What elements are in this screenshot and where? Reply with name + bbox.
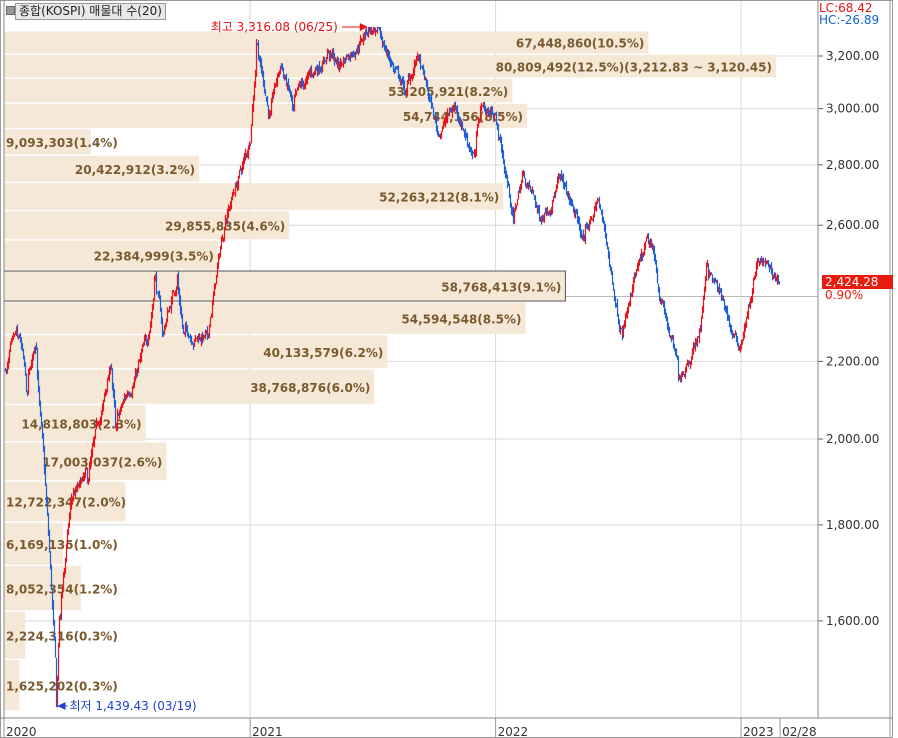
volume-band (4, 611, 26, 659)
high-arrow-icon (359, 22, 368, 31)
volume-band (4, 103, 527, 128)
volume-band-label: 22,384,999(3.5%) (94, 249, 214, 263)
volume-band-label: 12,722,347(2.0%) (6, 496, 126, 510)
volume-band (4, 240, 218, 270)
volume-band-label: 14,818,803(2.3%) (21, 417, 141, 431)
y-tick-label: 3,000.00 (826, 102, 879, 116)
volume-band-label: 54,594,548(8.5%) (401, 312, 521, 326)
x-tick-label: 2022 (498, 725, 529, 738)
volume-profile: 67,448,860(10.5%) 80,809,492(12.5%)(3,212… (3, 31, 776, 711)
volume-band (4, 129, 91, 155)
volume-band (4, 302, 526, 334)
y-tick-label: 2,000.00 (826, 432, 879, 446)
chart-legend[interactable]: 종합(KOSPI) 매물대 수(20) (15, 3, 166, 20)
volume-band-label: 38,768,876(6.0%) (250, 381, 370, 395)
volume-band-label: 58,768,413(9.1%) (441, 280, 561, 294)
y-tick-label: 1,600.00 (826, 614, 879, 628)
volume-band-label: 6,169,135(1.0%) (6, 538, 118, 552)
volume-band (4, 522, 63, 565)
candles (4, 26, 781, 708)
legend-toggle-icon[interactable] (6, 6, 15, 15)
x-tick-label: 2020 (6, 725, 37, 738)
volume-band-label: 2,224,316(0.3%) (6, 629, 118, 643)
volume-band-label: 9,093,303(1.4%) (6, 136, 118, 150)
high-label: 최고 3,316.08 (06/25) (211, 20, 338, 34)
x-tick-label: 2021 (252, 725, 283, 738)
y-tick-label: 3,200.00 (826, 49, 879, 63)
volume-band (4, 155, 200, 182)
volume-band (4, 31, 649, 54)
volume-band-label: 67,448,860(10.5%) (516, 37, 645, 51)
low-label: 최저 1,439.43 (03/19) (69, 699, 196, 713)
volume-band (4, 78, 513, 103)
y-tick-label: 2,800.00 (826, 158, 879, 172)
volume-band-label: 52,263,212(8.1%) (379, 191, 499, 205)
y-tick-label: 2,200.00 (826, 354, 879, 368)
y-tick-label: 1,800.00 (826, 518, 879, 532)
volume-band (4, 660, 20, 711)
volume-band (4, 481, 126, 522)
current-price-badge: 2,424.28 (822, 275, 893, 289)
volume-band-label: 80,809,492(12.5%)(3,212.83 ~ 3,120.45) (496, 60, 772, 74)
volume-band-label: 17,003,037(2.6%) (42, 456, 162, 470)
volume-band (4, 183, 504, 210)
volume-band (4, 566, 81, 611)
low-arrow-icon (57, 702, 66, 710)
extreme-marks: 최고 3,316.08 (06/25) 최저 1,439.43 (03/19) (56, 20, 368, 713)
volume-band-label: 53,205,921(8.2%) (388, 85, 508, 99)
volume-band-label: 1,625,202(0.3%) (6, 679, 118, 693)
current-change: 0.90% (825, 288, 864, 302)
x-tick-label: 02/28 (782, 725, 817, 738)
hc-indicator: HC:-26.89 (819, 13, 880, 27)
lc-indicator: LC:68.42 (819, 1, 873, 15)
volume-band-label: 20,422,912(3.2%) (75, 163, 195, 177)
volume-band (4, 369, 375, 404)
x-tick-label: 2023 (743, 725, 774, 738)
volume-band (4, 211, 290, 240)
y-tick-label: 2,600.00 (826, 218, 879, 232)
volume-band-label: 40,133,579(6.2%) (263, 346, 383, 360)
